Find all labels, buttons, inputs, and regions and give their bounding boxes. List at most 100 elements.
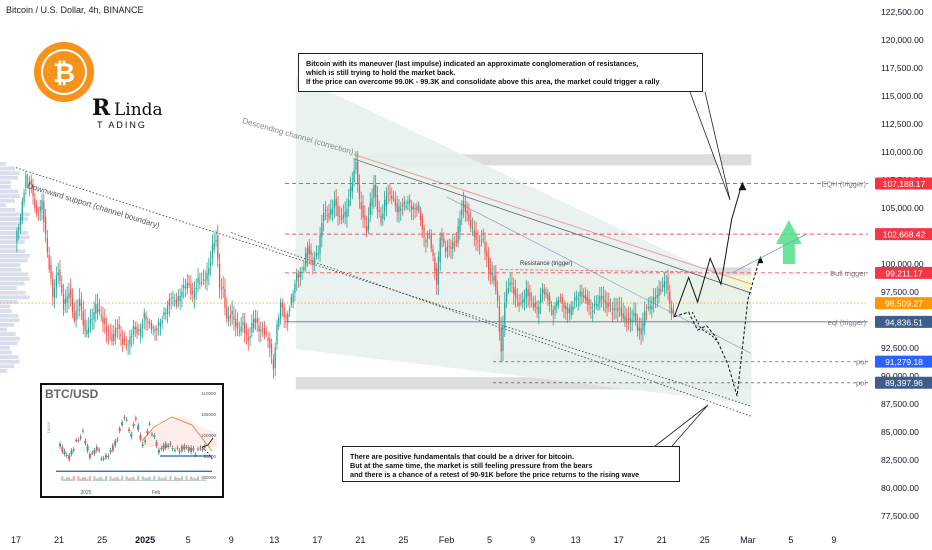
price-label-bg [875, 376, 932, 389]
volume-profile-bar [0, 369, 8, 373]
candle-body [197, 277, 199, 284]
candle-body [287, 313, 289, 323]
candle-body [455, 240, 457, 243]
volume-profile-bar [0, 272, 29, 277]
candle-body [32, 184, 34, 197]
volume-profile-bar [0, 189, 19, 194]
candle-body [79, 298, 81, 307]
candle-body [190, 284, 192, 295]
inset-volume [201, 476, 204, 481]
candle-body [172, 297, 174, 299]
candle-body [98, 308, 101, 312]
inset-y-tick: 95000 [203, 454, 216, 459]
x-tick-label: 5 [186, 535, 191, 545]
volume-profile-bar [0, 346, 10, 350]
inset-candle [164, 443, 167, 449]
candle-body [534, 302, 536, 308]
candle-body [44, 216, 47, 235]
inset-volume [197, 476, 199, 481]
candle-body [464, 204, 466, 213]
candle-body [308, 245, 310, 254]
inset-candle [137, 424, 140, 430]
channel-lower-line [231, 232, 752, 417]
inset-candle [61, 446, 64, 452]
candle-body [109, 332, 111, 334]
candle-body [480, 240, 483, 242]
candle-body [638, 327, 640, 331]
candle-body [73, 312, 75, 321]
candle-body [477, 239, 479, 242]
candle-body [100, 315, 102, 317]
volume-profile-bar [0, 166, 16, 171]
candle-body [28, 181, 31, 186]
inset-volume [61, 476, 64, 481]
candle-body [391, 195, 393, 199]
candle-body [581, 291, 583, 297]
candle-body [317, 253, 319, 255]
candle-body [552, 309, 554, 315]
candle-body [473, 230, 475, 237]
candle-body [396, 203, 398, 213]
y-tick-label: 100,000.00 [881, 259, 924, 269]
x-axis-bg [0, 525, 932, 550]
candle-body [441, 233, 443, 241]
candle-body [600, 296, 603, 298]
volume-profile-bar [0, 350, 12, 355]
candle-body [231, 310, 233, 315]
inset-candle [190, 447, 193, 452]
candle-body [502, 325, 504, 351]
inset-candle [160, 448, 163, 450]
level-label: eql (trigger) [828, 318, 867, 327]
brand-name: Linda [114, 100, 163, 120]
candle-body [398, 205, 400, 213]
candle-body [177, 296, 179, 301]
inset-candle [84, 440, 87, 444]
candle-body [16, 230, 18, 242]
candle-body [46, 237, 49, 253]
inset-volume [139, 480, 142, 481]
price-label-bg [875, 266, 932, 279]
candle-body [66, 296, 68, 303]
candle-body [403, 201, 405, 205]
candle-body [609, 308, 612, 310]
inset-candle [59, 443, 61, 447]
candle-body [394, 198, 397, 206]
candle-body [165, 313, 167, 315]
candle-body [522, 300, 524, 303]
inset-volume [180, 476, 183, 481]
volume-profile-bar [0, 300, 18, 304]
inset-volume [134, 479, 137, 481]
volume-profile-bar [0, 221, 21, 226]
volume-profile [0, 162, 30, 373]
candle-body [166, 306, 169, 314]
volume-profile-bar [0, 313, 19, 318]
candle-body [514, 289, 517, 298]
candle-body [364, 215, 366, 221]
inset-volume [171, 479, 174, 481]
volume-profile-bar [0, 212, 30, 217]
inset-candle [123, 417, 126, 419]
volume-profile-bar [0, 267, 22, 272]
candle-body [642, 322, 644, 332]
candle-body [568, 308, 570, 314]
callout-top-line: If the price can overcome 99.0K - 99.3K … [306, 77, 660, 86]
inset-candle [178, 450, 181, 453]
inset-candle [167, 445, 170, 448]
candle-body [303, 267, 305, 271]
candle-body [613, 307, 615, 311]
volume-profile-bar [0, 304, 11, 309]
inset-candle [128, 429, 130, 431]
candle-body [376, 195, 379, 211]
level-label: poi [856, 379, 866, 388]
candle-body [586, 296, 588, 305]
candle-body [511, 283, 513, 285]
candle-body [541, 288, 544, 294]
candle-body [132, 325, 135, 335]
level-label: EQH (trigger) [821, 179, 866, 188]
candle-body [306, 248, 309, 259]
y-tick-label: 105,000.00 [881, 203, 924, 213]
inset-volume [114, 477, 117, 481]
price-label: 91,279.18 [885, 357, 923, 367]
candle-body [107, 333, 110, 336]
